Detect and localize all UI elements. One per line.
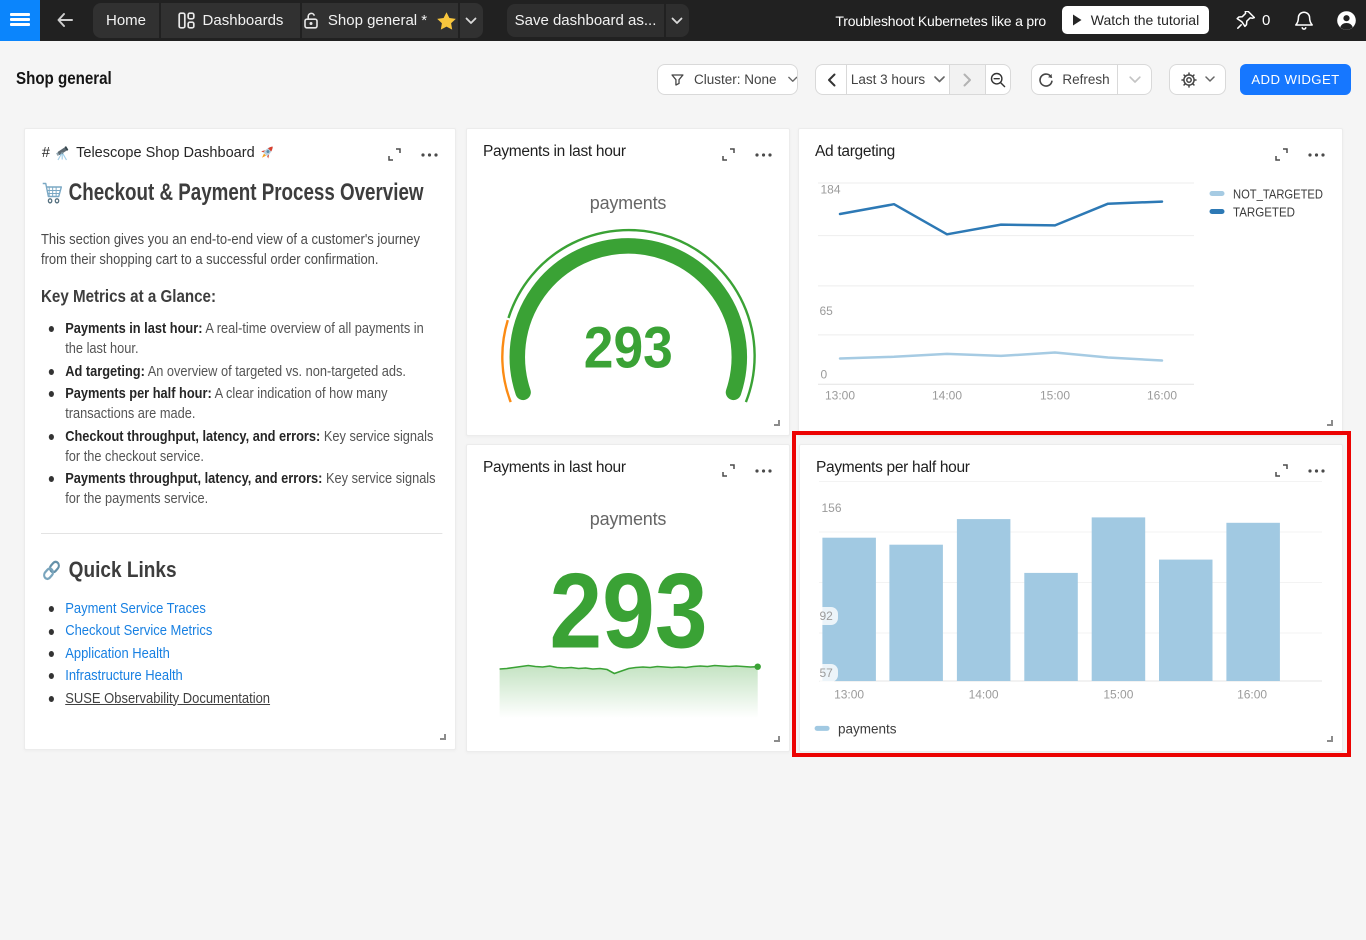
svg-text:TARGETED: TARGETED	[1233, 206, 1295, 220]
svg-text:92: 92	[820, 609, 834, 623]
svg-text:16:00: 16:00	[1237, 688, 1267, 702]
svg-text:65: 65	[820, 304, 834, 318]
svg-text:14:00: 14:00	[969, 688, 999, 702]
svg-text:14:00: 14:00	[932, 389, 962, 403]
svg-text:NOT_TARGETED: NOT_TARGETED	[1233, 188, 1323, 202]
svg-text:184: 184	[821, 183, 841, 197]
svg-text:293: 293	[584, 316, 673, 381]
svg-text:16:00: 16:00	[1147, 389, 1177, 403]
svg-text:57: 57	[820, 666, 834, 680]
svg-text:15:00: 15:00	[1103, 688, 1133, 702]
svg-text:13:00: 13:00	[834, 688, 864, 702]
svg-text:payments: payments	[838, 722, 897, 737]
svg-text:0: 0	[821, 368, 828, 382]
svg-text:13:00: 13:00	[825, 389, 855, 403]
svg-text:156: 156	[822, 501, 842, 515]
svg-text:15:00: 15:00	[1040, 389, 1070, 403]
svg-text:293: 293	[550, 551, 708, 671]
